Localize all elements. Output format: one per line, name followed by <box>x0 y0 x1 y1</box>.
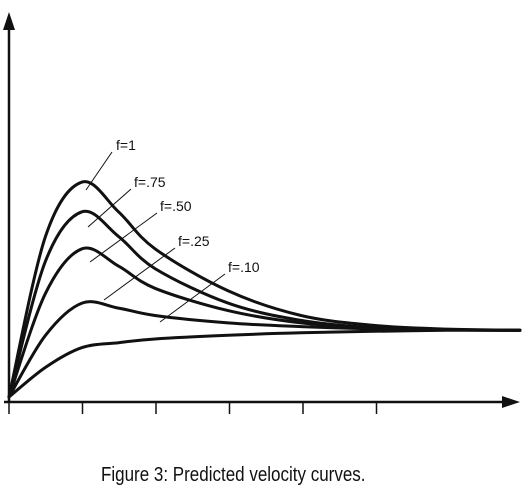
label-leader-line <box>159 273 226 323</box>
axes <box>3 12 520 414</box>
label-leader-line <box>89 212 158 263</box>
label-leaders <box>85 151 226 323</box>
series-label: f=.75 <box>134 174 166 190</box>
series-label: f=.10 <box>228 259 260 275</box>
figure-caption: Figure 3: Predicted velocity curves. <box>100 464 366 486</box>
series-curve <box>7 300 522 399</box>
series-curve <box>7 328 522 399</box>
series-label: f=.25 <box>178 233 210 249</box>
label-leader-line <box>87 188 132 228</box>
series-labels: f=1 f=.75 f=.50 f=.25 f=.10 <box>116 137 260 275</box>
velocity-chart: f=1 f=.75 f=.50 f=.25 f=.10 <box>3 12 522 414</box>
y-axis-arrow <box>3 12 15 30</box>
x-axis-arrow <box>502 396 520 408</box>
label-leader-line <box>85 151 113 191</box>
series-curve <box>7 246 522 399</box>
series-label: f=1 <box>116 137 136 153</box>
label-leader-line <box>103 247 176 301</box>
series-curve <box>7 180 522 399</box>
series-label: f=.50 <box>160 198 192 214</box>
curves <box>7 180 522 399</box>
